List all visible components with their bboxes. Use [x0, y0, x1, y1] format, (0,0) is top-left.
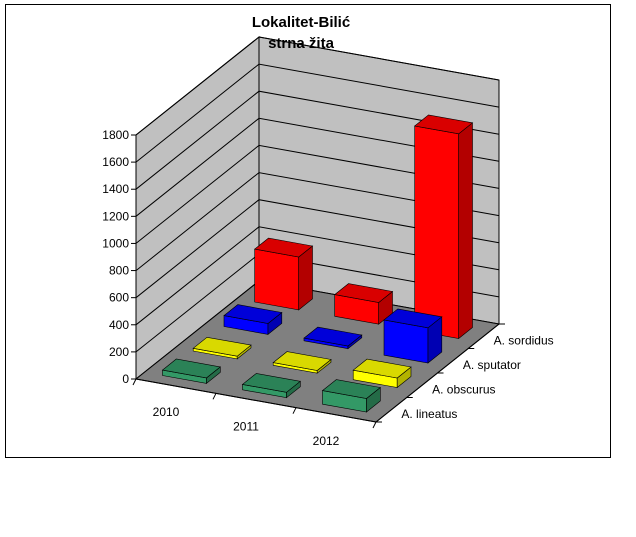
x-axis-line [135, 378, 377, 423]
gridline [135, 36, 500, 136]
series-label: A. sputator [463, 358, 521, 372]
y-tick-label: 400 [109, 318, 129, 332]
chart-bars [161, 114, 474, 413]
y-tick-label: 1000 [102, 236, 129, 250]
bar-aobscurus-2010 [192, 336, 252, 360]
y-tick-label: 600 [109, 291, 129, 305]
bar-aobscurus-2011 [272, 351, 332, 374]
y-tick-label: 0 [122, 372, 129, 386]
category-label: 2012 [313, 434, 340, 448]
y-tick-label: 1600 [102, 155, 129, 169]
series-label: A. sordidus [494, 333, 554, 347]
series-label: A. lineatus [401, 407, 457, 421]
bar-asordidus-2012 [413, 114, 474, 340]
x-tick-mark [132, 378, 137, 386]
x-tick-mark [372, 421, 377, 429]
bar-asordidus-2010 [253, 237, 314, 311]
chart-svg: 0 200 400 600 800 1000 1200 1400 1600 1800 2010 201… [102, 14, 553, 448]
bar-front-face [414, 125, 460, 339]
bar-top-face [413, 114, 474, 135]
x-tick-mark [292, 407, 297, 414]
bar-alineatus-2012 [321, 379, 382, 413]
y-tick-label: 1200 [102, 209, 129, 223]
bar-aobscurus-2012 [352, 358, 412, 389]
gridline [135, 90, 500, 190]
bar-asputator-2012 [383, 308, 443, 364]
y-tick-label: 200 [109, 345, 129, 359]
bar-alineatus-2011 [241, 373, 302, 399]
bar-top-face [321, 379, 382, 399]
category-label: 2011 [233, 420, 259, 434]
chart-frame: 0 200 400 600 800 1000 1200 1400 1600 1800 2010 201… [5, 4, 611, 458]
series-label: A. obscurus [432, 382, 495, 396]
bar-side-face [458, 122, 473, 340]
bar-asputator-2011 [303, 326, 363, 350]
y-tick-label: 1800 [102, 128, 129, 142]
chart-labels: 0 200 400 600 800 1000 1200 1400 1600 1800 2010 201… [102, 128, 553, 448]
y-tick-label: 800 [109, 264, 129, 278]
bar-top-face [352, 358, 412, 379]
bar-top-face [383, 308, 443, 329]
bar-top-face [192, 336, 252, 357]
y-tick-label: 1400 [102, 182, 129, 196]
bar-top-face [223, 304, 283, 324]
bar-top-face [161, 358, 222, 379]
bar-front-face [254, 248, 300, 311]
bar-asputator-2010 [223, 304, 283, 336]
gridline [135, 63, 500, 163]
bar-asordidus-2011 [333, 283, 394, 325]
bar-top-face [241, 373, 302, 393]
bar-top-face [333, 283, 394, 303]
x-tick-mark [212, 393, 217, 400]
bar-top-face [272, 351, 332, 371]
chart-subtitle: strna žita [268, 35, 335, 52]
bar-alineatus-2010 [161, 358, 222, 385]
bar-top-face [253, 237, 314, 258]
category-label: 2010 [153, 405, 180, 419]
chart-title: Lokalitet-Bilić [252, 14, 350, 31]
bar-top-face [303, 326, 363, 347]
